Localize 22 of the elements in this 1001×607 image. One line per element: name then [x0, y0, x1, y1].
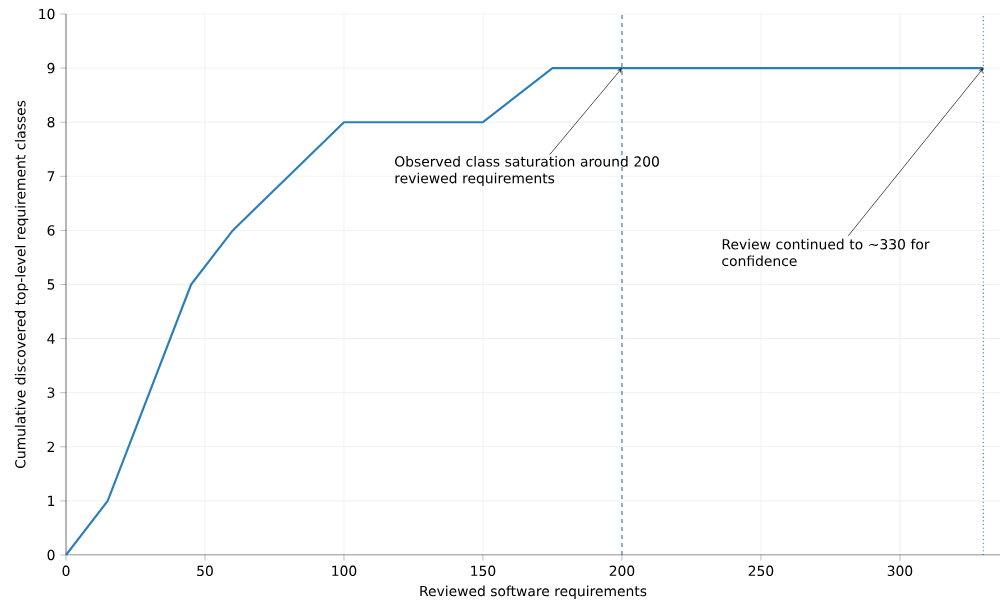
- y-tick-label: 5: [47, 279, 55, 290]
- x-tick-label: 150: [471, 565, 496, 577]
- y-tick-label: 4: [47, 333, 55, 344]
- x-tick-label: 250: [748, 565, 774, 577]
- y-tick-label: 8: [47, 116, 55, 128]
- y-tick-label: 2: [47, 441, 55, 452]
- y-tick-label: 9: [47, 62, 55, 74]
- x-tick-label: 50: [197, 565, 213, 577]
- y-axis-title: Cumulative discovered top-level requirement classes: [14, 100, 29, 469]
- annotation: Review continued to ~330 for confidence: [722, 238, 930, 267]
- y-tick-label: 0: [47, 549, 55, 561]
- x-tick-label: 300: [887, 565, 913, 577]
- y-tick-label: 1: [48, 495, 55, 506]
- y-tick-label: 6: [47, 225, 55, 236]
- y-tick-label: 3: [47, 387, 55, 398]
- y-tick-label: 10: [39, 8, 55, 20]
- y-tick-label: 7: [47, 171, 55, 182]
- annotation: Observed class saturation around 200 reviewed requirements: [395, 156, 659, 187]
- x-axis-title: Reviewed software requirements: [420, 585, 647, 599]
- x-tick-label: 200: [609, 565, 635, 577]
- x-tick-label: 0: [62, 565, 70, 577]
- x-tick-label: 100: [332, 565, 357, 577]
